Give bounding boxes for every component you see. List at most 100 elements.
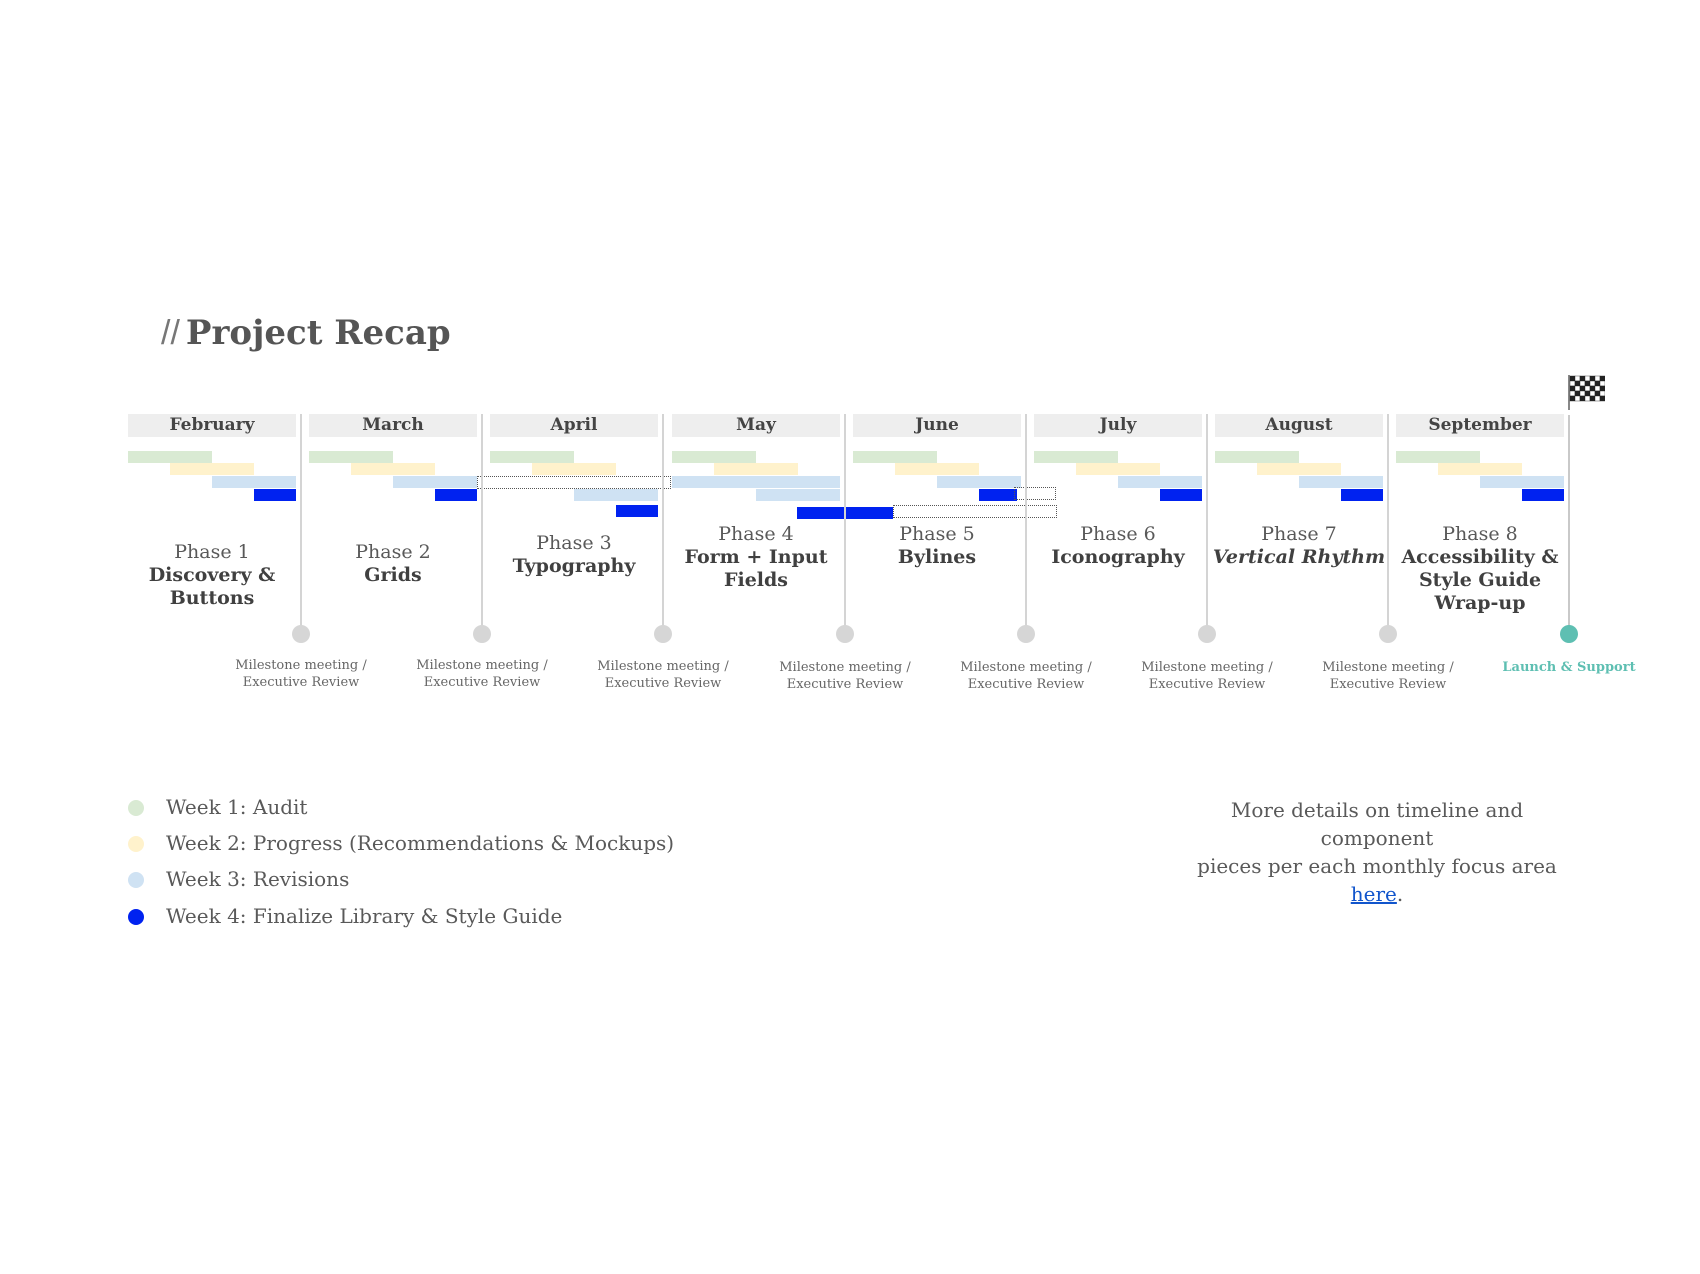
phase-label-8: Phase 8 Accessibility & Style Guide Wrap-… — [1390, 523, 1570, 615]
month-divider — [1025, 414, 1027, 628]
phase-name: Bylines — [897, 546, 977, 568]
week2-bar — [1257, 463, 1341, 475]
phase-label-6: Phase 6 Iconography — [1028, 523, 1208, 569]
month-divider — [481, 414, 483, 628]
phase-number: Phase 7 — [1261, 523, 1337, 545]
week4-bar — [1341, 489, 1383, 501]
milestone-label: Milestone meeting / Executive Review — [1318, 659, 1458, 693]
week4-bar — [1160, 489, 1202, 501]
milestone-line1: Milestone meeting / — [960, 660, 1092, 675]
milestone-label: Milestone meeting / Executive Review — [956, 659, 1096, 693]
milestone-dot — [654, 625, 672, 643]
phase-number: Phase 8 — [1442, 523, 1518, 545]
launch-dot — [1560, 625, 1578, 643]
month-header-april: April — [490, 414, 658, 437]
month-header-july: July — [1034, 414, 1202, 437]
phase-name: Grids — [364, 564, 422, 586]
milestone-label: Milestone meeting / Executive Review — [412, 657, 552, 691]
page-title: //Project Recap — [161, 313, 451, 353]
week3-bar — [212, 476, 296, 488]
phase-name: Vertical Rhythm — [1212, 546, 1386, 568]
launch-label: Launch & Support — [1502, 660, 1636, 675]
milestone-line2: Executive Review — [242, 675, 360, 690]
checkered-flag-icon — [1568, 375, 1605, 410]
week2-bar — [1076, 463, 1160, 475]
week2-bar — [1438, 463, 1522, 475]
week4-bar — [979, 489, 1017, 501]
milestone-line1: Milestone meeting / — [235, 658, 367, 673]
week3-bar — [672, 476, 840, 488]
phase-number: Phase 5 — [899, 523, 975, 545]
phase-name: Iconography — [1051, 546, 1185, 568]
legend-dot-week4 — [128, 909, 144, 925]
milestone-dot — [1017, 625, 1035, 643]
month-divider — [844, 414, 846, 628]
phase-number: Phase 4 — [718, 523, 794, 545]
week3-bar — [937, 476, 1021, 488]
month-divider — [1206, 414, 1208, 628]
week1-bar — [309, 451, 393, 463]
week3-bar — [1118, 476, 1202, 488]
milestone-dot — [836, 625, 854, 643]
milestone-line1: Milestone meeting / — [1141, 660, 1273, 675]
milestone-label: Milestone meeting / Executive Review — [593, 658, 733, 692]
milestone-label: Milestone meeting / Executive Review — [231, 657, 371, 691]
milestone-line2: Executive Review — [604, 676, 722, 691]
details-note: More details on timeline and component p… — [1177, 796, 1577, 908]
phase-label-7: Phase 7 Vertical Rhythm — [1209, 523, 1389, 569]
dotted-slip-june — [893, 505, 1057, 518]
dotted-slip-april — [477, 476, 671, 489]
details-line1: More details on timeline and component — [1230, 798, 1524, 850]
milestone-line1: Milestone meeting / — [779, 660, 911, 675]
milestone-line1: Milestone meeting / — [597, 659, 729, 674]
milestone-dot — [473, 625, 491, 643]
phase-name: Form + Input Fields — [684, 546, 828, 591]
month-header-march: March — [309, 414, 477, 437]
week2-bar — [532, 463, 616, 475]
milestone-line2: Executive Review — [967, 677, 1085, 692]
milestone-dot — [1198, 625, 1216, 643]
milestone-line2: Executive Review — [423, 675, 541, 690]
legend-label-week4: Week 4: Finalize Library & Style Guide — [166, 904, 563, 928]
phase-label-5: Phase 5 Bylines — [847, 523, 1027, 569]
week3-bar — [574, 489, 658, 501]
month-header-june: June — [853, 414, 1021, 437]
week1-bar — [1034, 451, 1118, 463]
legend-label-week2: Week 2: Progress (Recommendations & Mock… — [166, 831, 675, 855]
milestone-label: Milestone meeting / Executive Review — [1137, 659, 1277, 693]
week3-bar — [393, 476, 477, 488]
milestone-line1: Milestone meeting / — [416, 658, 548, 673]
month-header-august: August — [1215, 414, 1383, 437]
milestone-dot — [292, 625, 310, 643]
week1-bar — [128, 451, 212, 463]
milestone-label: Milestone meeting / Executive Review — [775, 659, 915, 693]
phase-number: Phase 1 — [174, 541, 250, 563]
launch-line — [1568, 415, 1570, 633]
phase-number: Phase 2 — [355, 541, 431, 563]
phase-label-1: Phase 1 Discovery & Buttons — [122, 541, 302, 610]
title-prefix: // — [161, 314, 180, 352]
phase-name: Accessibility & Style Guide Wrap-up — [1401, 546, 1559, 614]
week4-bar — [616, 505, 658, 517]
phase-label-2: Phase 2 Grids — [303, 541, 483, 587]
phase-name: Typography — [512, 555, 636, 577]
week4-bar — [254, 489, 296, 501]
phase-number: Phase 6 — [1080, 523, 1156, 545]
week1-bar — [490, 451, 574, 463]
week1-bar — [1215, 451, 1299, 463]
month-divider — [300, 414, 302, 628]
legend-dot-week1 — [128, 800, 144, 816]
phase-number: Phase 3 — [536, 532, 612, 554]
week1-bar — [853, 451, 937, 463]
week2-bar — [170, 463, 254, 475]
legend-dot-week3 — [128, 872, 144, 888]
legend-label-week1: Week 1: Audit — [166, 795, 308, 819]
week4-bar — [435, 489, 477, 501]
dotted-slip-june-short — [1014, 487, 1056, 500]
milestone-dot — [1379, 625, 1397, 643]
phase-label-4: Phase 4 Form + Input Fields — [666, 523, 846, 592]
milestone-line1: Milestone meeting / — [1322, 660, 1454, 675]
details-link[interactable]: here — [1350, 882, 1397, 906]
week1-bar — [1396, 451, 1480, 463]
month-divider — [1387, 414, 1389, 628]
